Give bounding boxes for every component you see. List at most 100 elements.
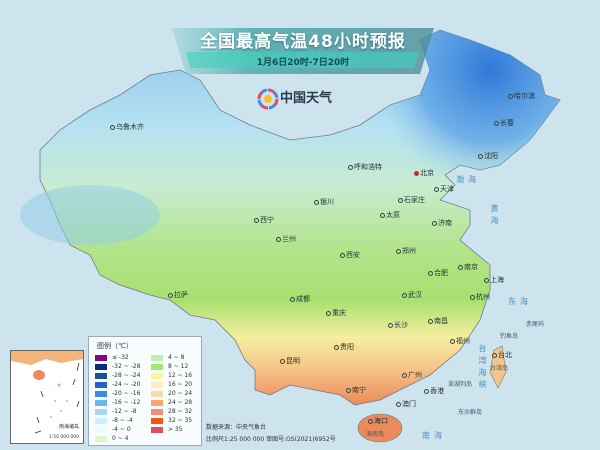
city-label: 香港 — [424, 388, 444, 395]
city-label: 昆明 — [280, 358, 300, 365]
legend-swatch — [151, 354, 163, 361]
legend-label: -32 ~ -28 — [112, 363, 141, 370]
island-label: 东沙群岛 — [458, 409, 483, 416]
map-title: 全国最高气温48小时预报 — [200, 32, 406, 52]
city-label: 广州 — [402, 372, 422, 379]
legend-label: > 35 — [168, 426, 183, 433]
legend-swatch — [95, 354, 107, 361]
city-label: 长沙 — [388, 322, 408, 329]
legend-item: -28 ~ -24 — [95, 372, 140, 379]
legend-swatch — [95, 363, 107, 370]
legend: 图例（℃） ≤ -32 -32 ~ -28 -28 ~ -24 -24 ~ -20 -2… — [88, 336, 202, 446]
legend-item: 32 ~ 35 — [151, 417, 192, 424]
legend-swatch — [151, 417, 163, 424]
legend-label: -28 ~ -24 — [112, 372, 141, 379]
city-label: 上海 — [484, 277, 504, 284]
legend-label: -20 ~ -16 — [112, 390, 141, 397]
city-label: 海口 — [368, 418, 388, 425]
south-china-sea-inset: 南海诸岛 1:50 000 000 — [10, 350, 84, 444]
legend-label: 16 ~ 20 — [168, 381, 193, 388]
legend-label: -16 ~ -12 — [112, 399, 141, 406]
island-label: 澎湖列岛 — [448, 381, 473, 388]
legend-swatch — [95, 408, 107, 415]
city-label: 银川 — [314, 199, 334, 206]
title-banner: 全国最高气温48小时预报 1月6日20时-7日20时 — [172, 28, 434, 74]
city-label: 济南 — [432, 220, 452, 227]
legend-label: -8 ~ -4 — [112, 417, 133, 424]
legend-item: 16 ~ 20 — [151, 381, 192, 388]
legend-swatch — [151, 390, 163, 397]
legend-item: 4 ~ 8 — [151, 354, 184, 361]
legend-title: 图例（℃） — [97, 342, 133, 350]
legend-item: 28 ~ 32 — [151, 408, 192, 415]
legend-label: 24 ~ 28 — [168, 399, 193, 406]
city-label: 哈尔滨 — [508, 93, 535, 100]
city-label: 南宁 — [346, 387, 366, 394]
city-label: 澳门 — [396, 401, 416, 408]
legend-item: ≤ -32 — [95, 354, 129, 361]
legend-item: 0 ~ 4 — [95, 435, 128, 442]
sea-label: 渤海 — [456, 175, 480, 184]
sea-label: 台湾海峡 — [478, 344, 487, 392]
island-label: 钓鱼岛 — [500, 333, 519, 340]
logo: 中国天气 — [280, 92, 332, 106]
city-label: 杭州 — [470, 294, 490, 301]
legend-label: 12 ~ 16 — [168, 372, 193, 379]
legend-swatch — [95, 381, 107, 388]
legend-swatch — [95, 372, 107, 379]
legend-swatch — [151, 408, 163, 415]
legend-swatch — [151, 381, 163, 388]
city-label: 北京 — [414, 170, 434, 177]
legend-label: 32 ~ 35 — [168, 417, 193, 424]
legend-item: 20 ~ 24 — [151, 390, 192, 397]
city-label: 福州 — [450, 338, 470, 345]
city-label: 西宁 — [254, 217, 274, 224]
legend-label: 0 ~ 4 — [112, 435, 129, 442]
legend-item: -20 ~ -16 — [95, 390, 140, 397]
map-subtitle: 1月6日20时-7日20时 — [256, 58, 350, 68]
city-label: 南昌 — [428, 318, 448, 325]
legend-swatch — [151, 372, 163, 379]
city-label: 合肥 — [428, 270, 448, 277]
legend-label: -4 ~ 0 — [112, 426, 131, 433]
legend-label: -24 ~ -20 — [112, 381, 141, 388]
legend-item: -12 ~ -8 — [95, 408, 137, 415]
island-label: 台湾岛 — [490, 365, 509, 372]
sea-label: 黄海 — [490, 204, 499, 228]
logo-icon — [257, 88, 279, 110]
city-label: 乌鲁木齐 — [110, 124, 144, 131]
city-label: 贵阳 — [334, 344, 354, 351]
legend-swatch — [151, 426, 163, 433]
city-label: 西安 — [340, 252, 360, 259]
legend-item: -8 ~ -4 — [95, 417, 133, 424]
legend-swatch — [95, 426, 107, 433]
sea-label: 东海 — [508, 297, 532, 306]
legend-label: 28 ~ 32 — [168, 408, 193, 415]
china-landmass — [20, 29, 561, 443]
city-label: 南京 — [458, 264, 478, 271]
city-label: 郑州 — [396, 248, 416, 255]
city-label: 重庆 — [326, 310, 346, 317]
legend-label: 20 ~ 24 — [168, 390, 193, 397]
city-label: 台北 — [492, 352, 512, 359]
island-label: 海南岛 — [366, 431, 385, 438]
legend-swatch — [95, 390, 107, 397]
city-label: 成都 — [290, 296, 310, 303]
legend-label: -12 ~ -8 — [112, 408, 137, 415]
legend-item: -4 ~ 0 — [95, 426, 131, 433]
legend-swatch — [95, 399, 107, 406]
map-scale: 比例尺1:25 000 000 审图号:GS(2021)6952号 — [206, 436, 336, 443]
legend-label: ≤ -32 — [112, 354, 129, 361]
legend-swatch — [151, 363, 163, 370]
inset-scale: 1:50 000 000 — [48, 435, 79, 440]
city-label: 拉萨 — [168, 292, 188, 299]
city-label: 石家庄 — [398, 197, 425, 204]
legend-swatch — [151, 399, 163, 406]
legend-item: 12 ~ 16 — [151, 372, 192, 379]
city-label: 武汉 — [402, 292, 422, 299]
legend-item: 8 ~ 12 — [151, 363, 188, 370]
city-label: 天津 — [434, 186, 454, 193]
city-label: 长春 — [494, 120, 514, 127]
city-label: 兰州 — [276, 236, 296, 243]
